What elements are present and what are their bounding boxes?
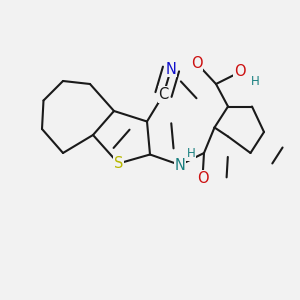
Text: N: N [175,158,185,172]
Text: H: H [250,75,260,88]
Text: C: C [158,87,169,102]
Text: O: O [234,64,246,80]
Text: H: H [187,147,196,160]
Text: O: O [197,171,208,186]
Text: S: S [114,156,123,171]
Text: O: O [191,56,202,70]
Text: N: N [166,61,176,76]
